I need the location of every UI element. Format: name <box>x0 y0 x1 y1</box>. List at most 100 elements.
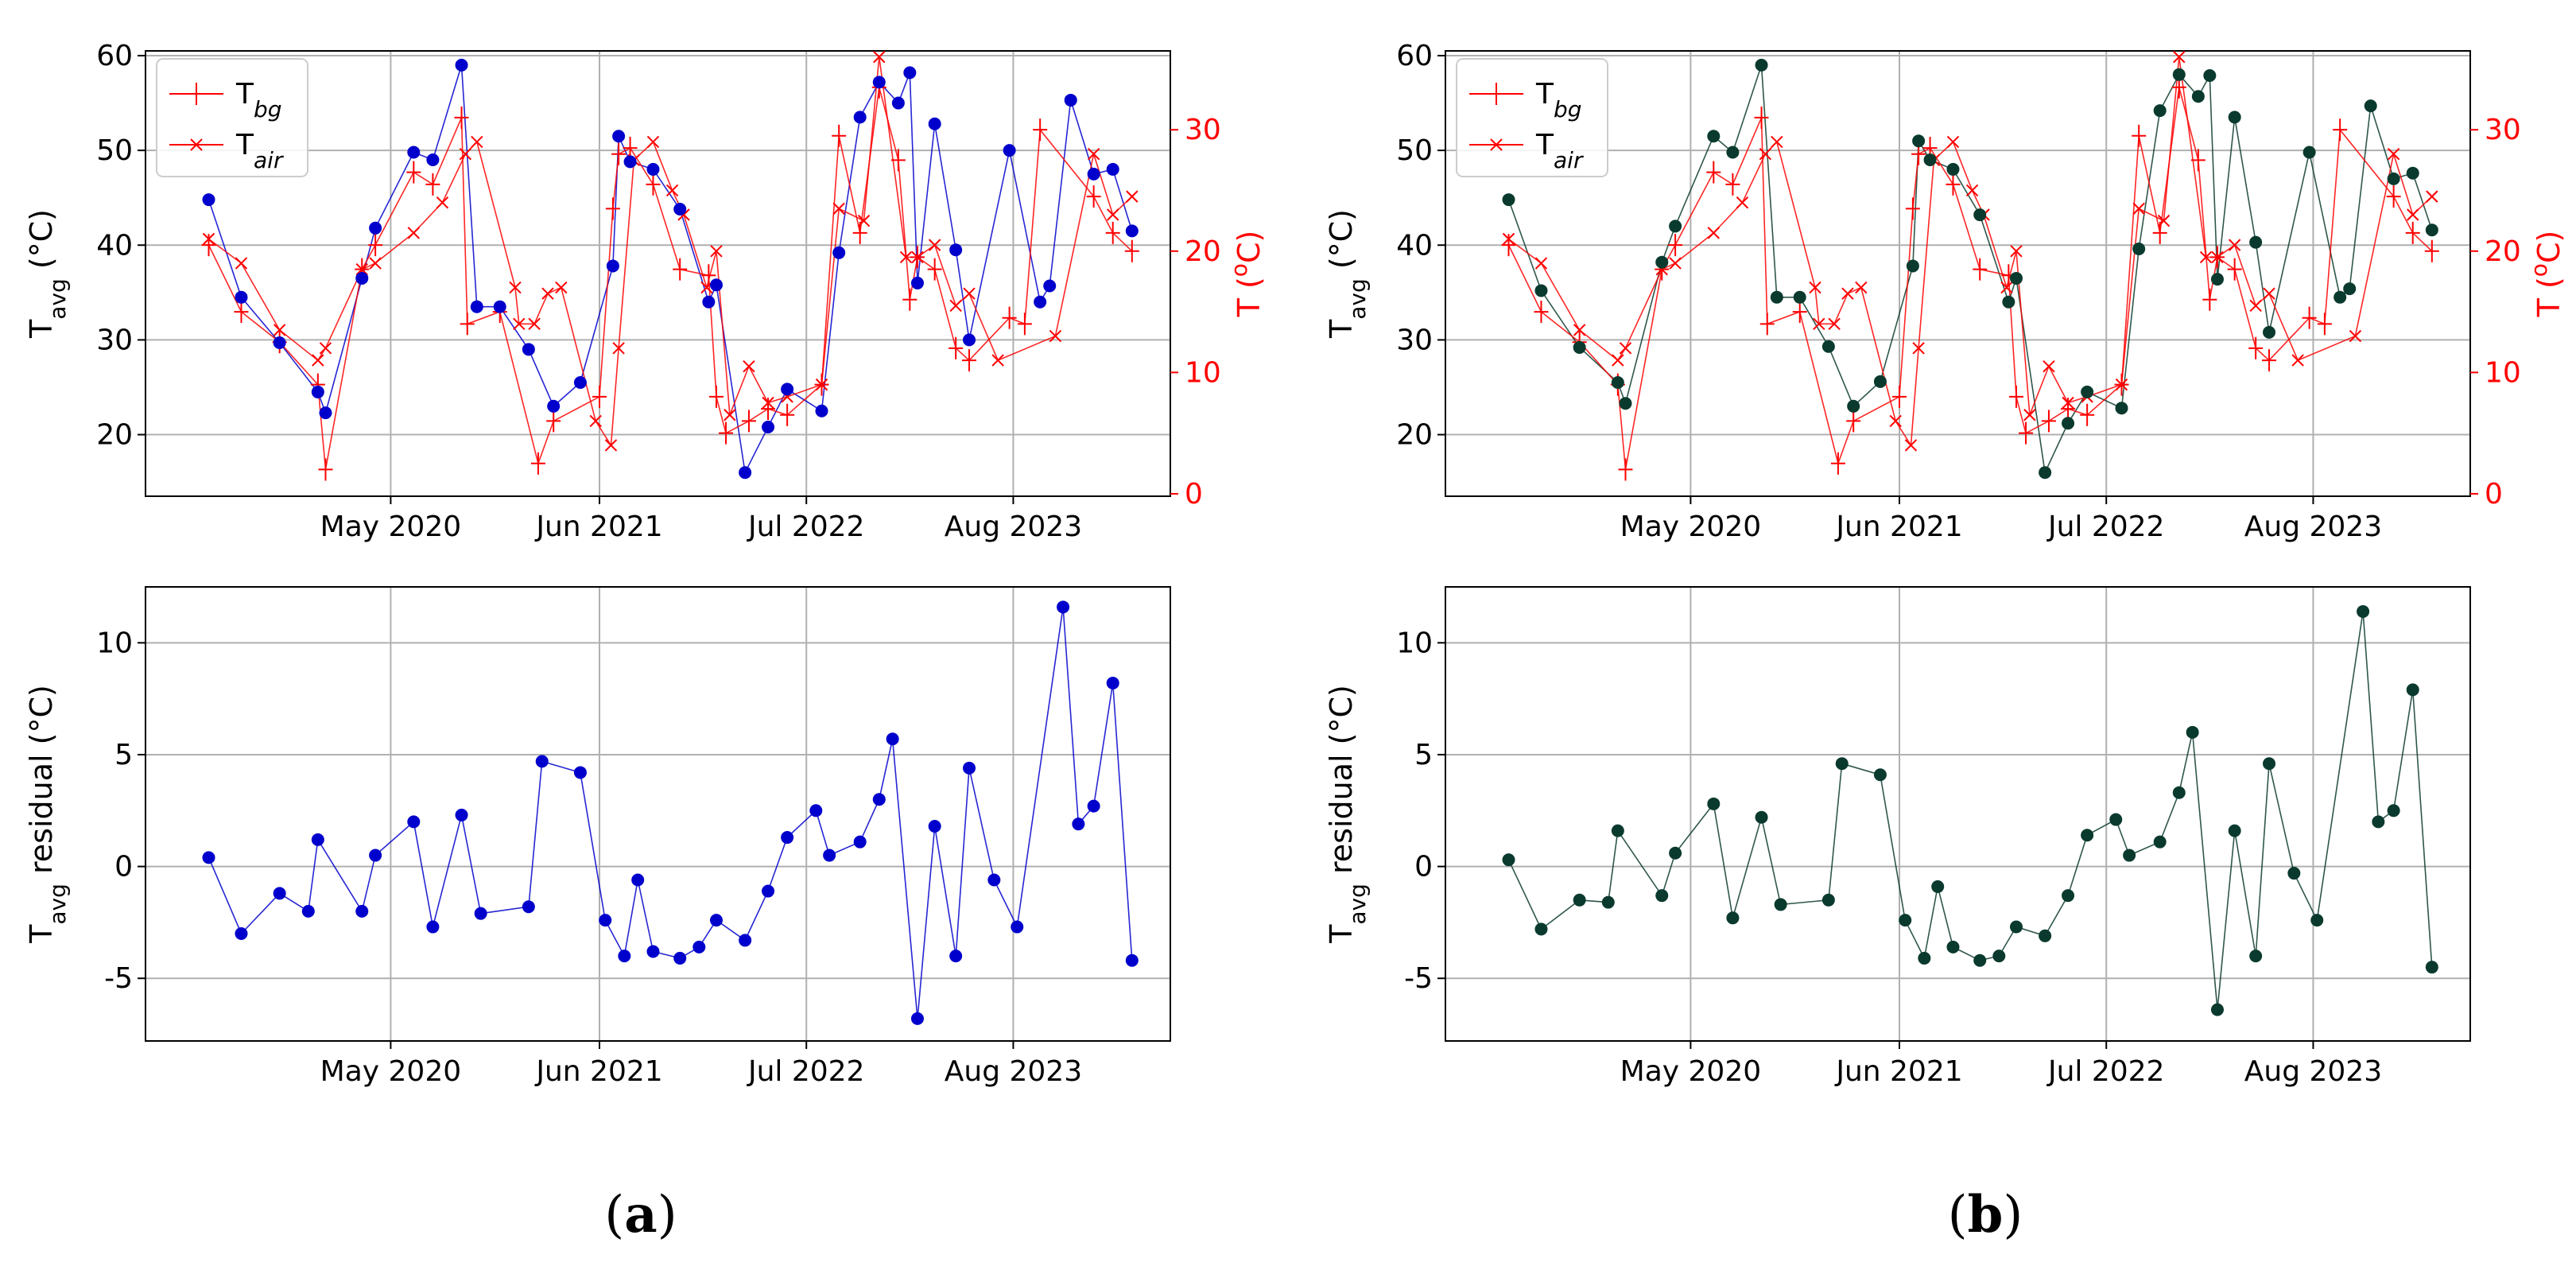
point-air <box>355 262 368 276</box>
y2-axis-label: T (oC) <box>1226 231 1267 318</box>
residual-point <box>2228 824 2241 837</box>
point-air <box>2157 214 2171 227</box>
tavg-point <box>673 202 687 216</box>
tavg-point <box>1034 295 1047 309</box>
point-air <box>202 232 215 246</box>
residual-point <box>949 950 963 963</box>
tavg-point <box>762 421 775 434</box>
residual-point <box>2372 815 2385 829</box>
point-air <box>2043 360 2055 373</box>
y2-axis-label: T (oC) <box>2526 231 2567 318</box>
point-air <box>589 414 602 428</box>
residual-point <box>2310 914 2324 927</box>
point-air <box>832 202 845 216</box>
panel-label-b: (b) <box>1947 1185 2023 1245</box>
legend-marker <box>190 138 203 151</box>
tavg-point <box>2081 385 2094 398</box>
tavg-point <box>355 271 369 285</box>
legend-entry: Tbg <box>1535 78 1582 122</box>
residual-point <box>2210 1003 2224 1016</box>
y-tick-label: 50 <box>1396 134 1433 167</box>
tavg-point <box>2203 68 2217 82</box>
residual-point <box>1726 911 1740 925</box>
residual-point <box>2425 961 2438 974</box>
residual-point <box>273 887 286 900</box>
residual-point <box>426 920 440 934</box>
y2-tick-label: 30 <box>1185 114 1221 146</box>
tavg-point <box>1923 153 1937 167</box>
tavg-point <box>455 58 468 72</box>
point-air <box>899 251 913 264</box>
x-tick-label: Jul 2022 <box>747 1055 865 1088</box>
legend-entry: Tair <box>1535 129 1584 173</box>
y-axis-label: Tavg (°C) <box>24 209 71 339</box>
panel-label-a: (a) <box>604 1185 677 1245</box>
point-air <box>1813 317 1825 331</box>
point-air <box>2349 329 2362 343</box>
y-tick-label: 30 <box>1396 324 1433 356</box>
point-air <box>2115 378 2128 391</box>
legend-box <box>156 58 308 177</box>
residual-point <box>2186 725 2199 739</box>
point-air <box>1809 281 1821 294</box>
point-air <box>2249 299 2262 313</box>
residual-point <box>1755 810 1768 824</box>
residual-point <box>1011 920 1024 934</box>
residual-point <box>1774 898 1787 911</box>
y2-tick-label: 0 <box>2485 478 2503 511</box>
residual-point <box>2109 813 2123 826</box>
point-air <box>928 239 941 251</box>
residual-point <box>872 793 886 806</box>
point-air <box>1126 190 1139 203</box>
point-air <box>724 409 736 421</box>
point-air <box>459 147 472 161</box>
point-air <box>2387 147 2400 161</box>
legend-entry: Tbg <box>235 78 282 122</box>
point-air <box>1619 342 1632 355</box>
tavg-point <box>1619 397 1632 410</box>
tavg-point <box>1726 146 1740 159</box>
residual-point <box>2387 804 2400 818</box>
point-air <box>2228 239 2241 251</box>
tavg-point <box>2263 325 2276 339</box>
point-air <box>1855 281 1868 294</box>
tavg-point <box>1003 144 1016 157</box>
point-air <box>815 378 828 391</box>
point-air <box>2062 396 2074 410</box>
y-tick-label: 5 <box>1414 739 1433 771</box>
tavg-point <box>2115 402 2128 415</box>
y-axis-label: Tavg residual (°C) <box>24 685 71 944</box>
plot-frame <box>1445 586 2471 1042</box>
point-air <box>1771 135 1783 149</box>
tavg-point <box>1669 219 1682 233</box>
tavg-point <box>2191 90 2205 103</box>
y-tick-label: 30 <box>96 324 133 356</box>
residual-point <box>1707 797 1721 810</box>
residual-point <box>1973 953 1987 967</box>
y-tick-label: 0 <box>1414 851 1433 884</box>
y-tick-label: 5 <box>114 739 133 771</box>
tavg-point <box>2302 146 2316 159</box>
series-line-bg <box>208 87 1133 470</box>
y-tick-label: -5 <box>1404 962 1433 995</box>
point-air <box>407 227 421 239</box>
residual-point <box>1601 895 1615 909</box>
y-tick-label: 10 <box>1396 627 1433 659</box>
point-air <box>646 135 660 149</box>
tavg-point <box>2039 466 2052 480</box>
x-tick-label: May 2020 <box>320 1055 462 1088</box>
point-air <box>873 50 886 64</box>
residual-point <box>522 900 535 914</box>
tavg-point <box>815 404 828 418</box>
series-line-bg <box>1507 87 2433 470</box>
tavg-point <box>2343 282 2357 296</box>
point-air <box>665 184 679 197</box>
tavg-point <box>709 278 723 292</box>
tavg-point <box>235 290 248 304</box>
point-air <box>2010 245 2023 258</box>
residual-point <box>1573 893 1586 907</box>
residual-point <box>1899 914 1912 927</box>
point-air <box>2211 251 2224 264</box>
tavg-point <box>903 66 917 80</box>
